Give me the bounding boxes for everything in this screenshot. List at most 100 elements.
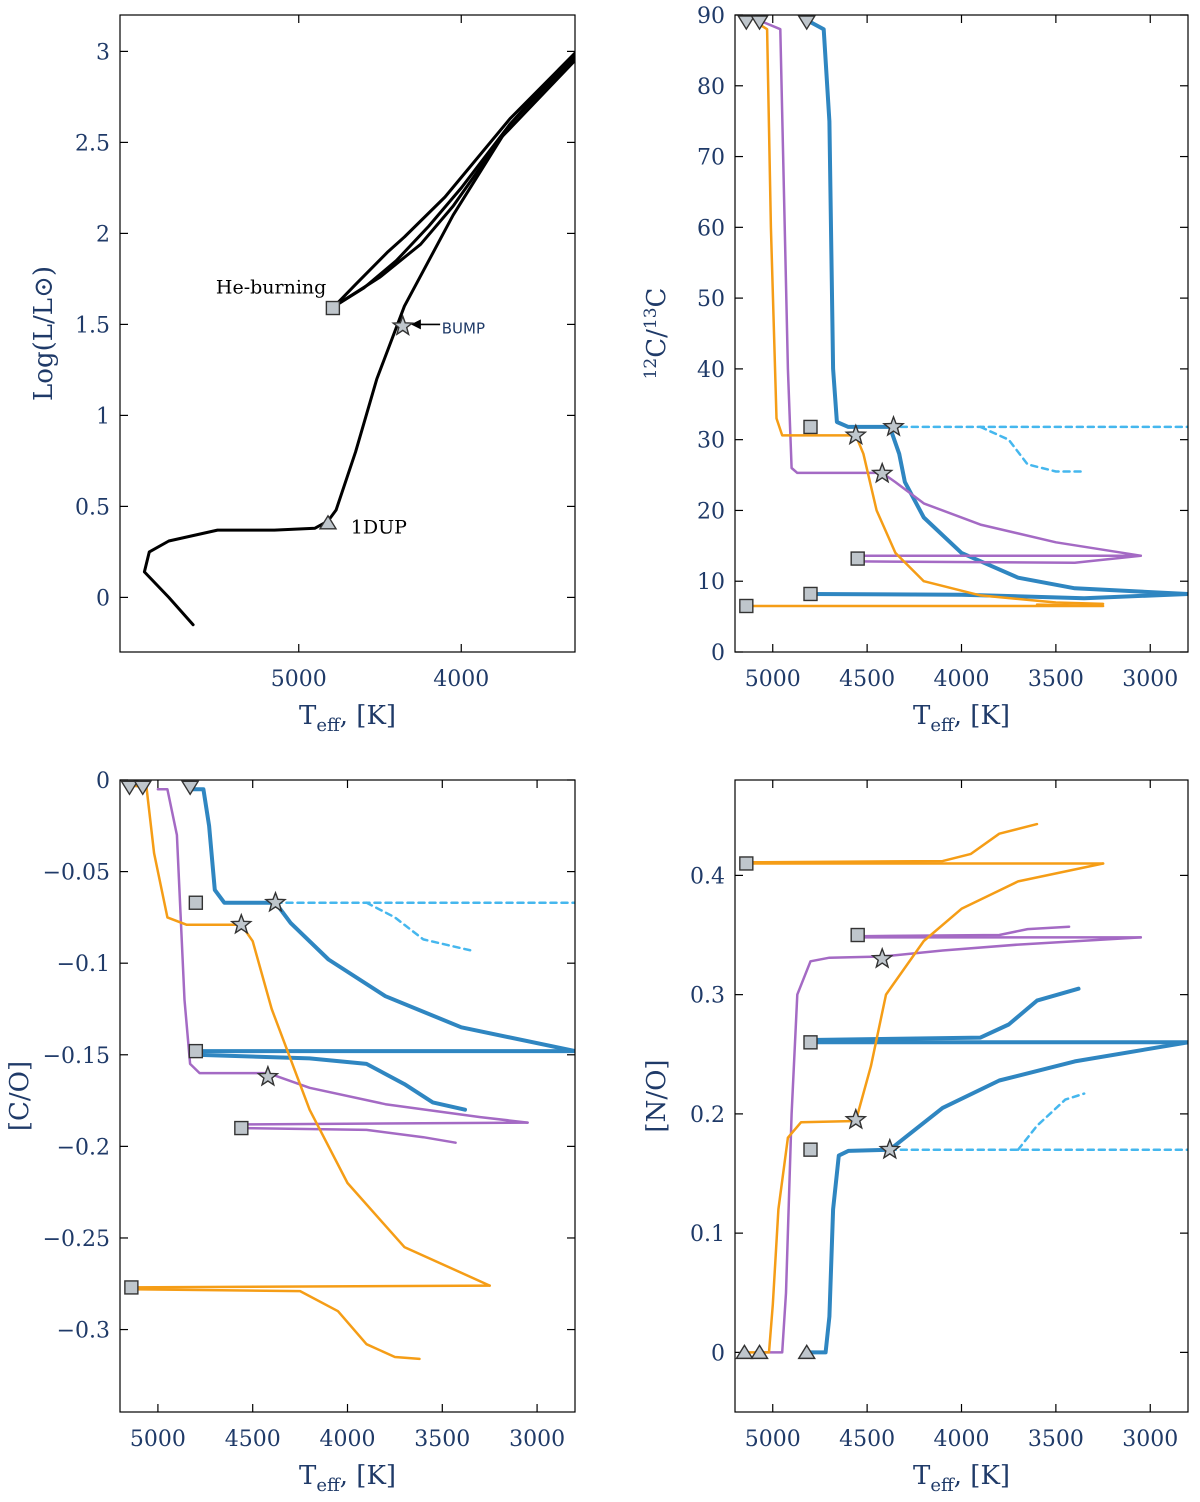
x-tick-label-co-2: 4000: [320, 1427, 376, 1452]
marker-star-no-7: [844, 1107, 868, 1130]
y-tick-label-c12c13-1: 10: [697, 570, 725, 595]
annotation-arrowhead-hrd-1: [410, 319, 421, 330]
series-line-c12c13-4: [762, 20, 1143, 557]
marker-triangle-down-co-2: [180, 780, 200, 796]
series-group-hrd: [142, 51, 575, 627]
x-tick-label-c12c13-0: 5000: [745, 667, 801, 692]
y-tick-label-hrd-1: 0.5: [75, 495, 110, 520]
annotation-hrd-0: He-burning: [216, 276, 326, 298]
annotation-hrd-1: BUMP: [442, 320, 485, 338]
y-tick-label-hrd-4: 2: [96, 222, 110, 247]
y-tick-label-hrd-3: 1.5: [75, 313, 110, 338]
marker-star-c12c13-7: [882, 414, 906, 437]
marker-triangle-down-c12c13-2: [797, 15, 816, 31]
series-group-no: [745, 822, 1188, 1355]
x-tick-label-c12c13-4: 3000: [1122, 667, 1178, 692]
marker-triangle-down-co-1: [133, 780, 153, 796]
chart-hrd: 5000 4000 0 0.5 1 1.5 2 2.5 3 Teff, [K] Log(L/L⊙) H…: [29, 14, 576, 736]
x-axis-label-co: Teff, [K]: [299, 1461, 396, 1496]
y-tick-label-no-4: 0.4: [690, 864, 725, 889]
series-line-co-4: [365, 901, 472, 952]
marker-square-hrd-2: [325, 300, 341, 316]
x-tick-label-co-3: 3500: [414, 1427, 470, 1452]
chart-c12c13: 5000 4500 4000 3500 3000 0 10 20 30 40 50 60 70 80 90 T…: [641, 4, 1189, 736]
y-tick-label-hrd-2: 1: [96, 404, 110, 429]
series-group-c12c13: [745, 20, 1188, 608]
x-tick-label-no-0: 5000: [745, 1427, 801, 1452]
series-line-c12c13-6: [754, 20, 1105, 606]
y-axis-label-hrd: Log(L/L⊙): [29, 266, 59, 401]
x-tick-label-co-4: 3000: [509, 1427, 565, 1452]
marker-triangle-down-co-0: [120, 780, 139, 796]
marker-star-hrd-1: [391, 314, 415, 336]
y-tick-label-c12c13-3: 30: [697, 429, 725, 454]
marker-triangle-up-no-1: [750, 1344, 769, 1360]
y-tick-label-co-4: −0.2: [57, 1135, 110, 1160]
x-tick-label-c12c13-1: 4500: [839, 667, 895, 692]
y-tick-label-no-0: 0: [711, 1341, 725, 1366]
y-tick-label-co-6: −0.3: [57, 1319, 110, 1344]
axes-frame-hrd: [119, 14, 576, 653]
y-tick-label-co-0: 0: [96, 769, 110, 794]
y-tick-label-c12c13-7: 70: [697, 146, 725, 171]
annotation-hrd-2: 1DUP: [351, 517, 407, 539]
marker-square-co-6: [124, 1280, 139, 1295]
y-tick-label-hrd-0: 0: [96, 586, 110, 611]
axes-frame-no: [734, 779, 1189, 1413]
marker-square-co-3: [188, 895, 204, 910]
series-line-c12c13-0: [808, 20, 1188, 596]
marker-triangle-up-hrd-0: [318, 514, 338, 530]
series-line-no-0: [804, 1040, 1188, 1355]
series-line-c12c13-7: [745, 603, 1105, 608]
y-tick-label-c12c13-9: 90: [697, 4, 725, 29]
y-axis-label-no: [N/O]: [642, 1059, 672, 1132]
y-axis-label-c12c13: 12C/13C: [641, 288, 672, 380]
x-tick-label-no-3: 3500: [1028, 1427, 1084, 1452]
marker-square-co-4: [188, 1043, 204, 1059]
x-tick-label-no-4: 3000: [1122, 1427, 1178, 1452]
marker-square-c12c13-6: [739, 598, 754, 614]
marker-star-c12c13-8: [844, 423, 868, 446]
series-line-co-5: [156, 787, 529, 1124]
series-line-c12c13-1: [808, 592, 1188, 601]
series-line-no-2: [808, 986, 1081, 1042]
chart-no: 5000 4500 4000 3500 3000 0 0.1 0.2 0.3 0.4 Teff, […: [642, 779, 1189, 1496]
y-tick-label-c12c13-2: 20: [697, 499, 725, 524]
y-tick-label-co-5: −0.25: [43, 1227, 110, 1252]
marker-star-no-8: [870, 946, 894, 969]
series-line-co-0: [190, 787, 575, 1054]
series-line-hrd-3: [333, 51, 575, 308]
x-tick-label-no-1: 4500: [839, 1427, 895, 1452]
x-tick-label-c12c13-2: 4000: [934, 667, 990, 692]
y-tick-label-hrd-5: 2.5: [75, 131, 110, 156]
x-tick-label-co-1: 4500: [225, 1427, 281, 1452]
series-line-co-9: [130, 1284, 491, 1289]
series-line-co-8: [130, 784, 491, 1287]
marker-triangle-down-c12c13-1: [750, 15, 769, 31]
chart-co: 5000 4500 4000 3500 3000 0 −0.05 −0.1 −0.15 −0.2 −…: [5, 769, 576, 1496]
marker-square-no-3: [739, 856, 754, 871]
marker-triangle-up-no-2: [797, 1344, 816, 1360]
x-tick-label-no-2: 4000: [934, 1427, 990, 1452]
y-tick-label-co-3: −0.15: [43, 1044, 110, 1069]
y-tick-label-no-2: 0.2: [690, 1103, 725, 1128]
x-axis-label-c12c13: Teff, [K]: [913, 701, 1010, 736]
series-line-no-4: [1016, 1092, 1086, 1151]
x-tick-label-co-0: 5000: [130, 1427, 186, 1452]
marker-square-no-5: [803, 1035, 818, 1050]
marker-star-co-8: [229, 912, 253, 935]
marker-square-no-4: [850, 927, 865, 943]
series-line-hrd-2: [333, 59, 575, 308]
marker-star-co-9: [256, 1064, 280, 1087]
marker-star-no-9: [878, 1137, 902, 1160]
series-line-no-10: [745, 822, 1039, 864]
series-line-co-10: [130, 1288, 421, 1361]
y-tick-label-hrd-6: 3: [96, 40, 110, 65]
x-tick-label-c12c13-3: 3500: [1028, 667, 1084, 692]
y-axis-label-co: [C/O]: [5, 1061, 35, 1131]
x-tick-label-hrd-0: 5000: [271, 667, 327, 692]
marker-star-c12c13-9: [870, 461, 894, 484]
series-line-c12c13-3: [979, 425, 1086, 473]
y-tick-label-c12c13-4: 40: [697, 358, 725, 383]
